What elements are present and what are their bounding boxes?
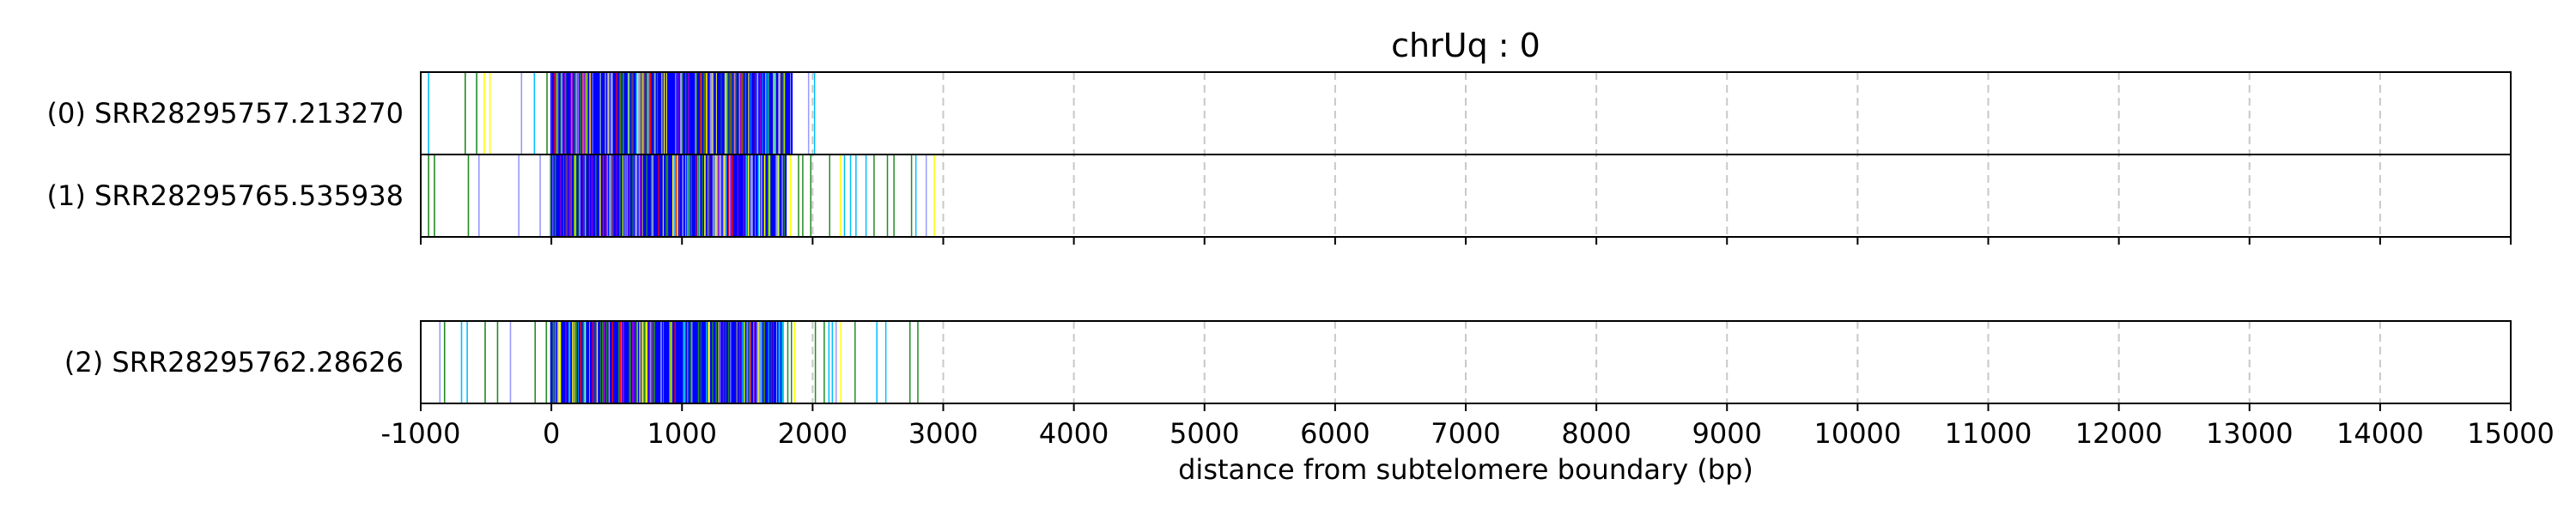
x-axis-label: distance from subtelomere boundary (bp): [1178, 453, 1753, 486]
row-labels: (0) SRR28295757.213270 (1) SRR28295765.53…: [47, 97, 404, 379]
x-axis-ticks: -1000 0 1000 2000 3000 4000 5000 6000 7000 8000 90…: [381, 417, 2555, 450]
read-label-2: (2) SRR28295762.28626: [64, 346, 404, 379]
read-label-0: (0) SRR28295757.213270: [47, 97, 404, 130]
x-tick-label-14: 13000: [2206, 417, 2293, 450]
x-tick-label-8: 7000: [1431, 417, 1500, 450]
panel-1: [420, 320, 2512, 411]
x-tick-label-0: -1000: [381, 417, 461, 450]
x-tick-label-5: 4000: [1039, 417, 1109, 450]
x-tick-label-1: 0: [543, 417, 560, 450]
read-row-1: [428, 154, 935, 237]
x-tick-label-10: 9000: [1692, 417, 1762, 450]
read-label-1: (1) SRR28295765.535938: [47, 179, 404, 212]
x-tick-label-6: 5000: [1170, 417, 1239, 450]
panel-0: [420, 71, 2512, 245]
x-tick-label-4: 3000: [908, 417, 978, 450]
x-tick-label-12: 11000: [1945, 417, 2032, 450]
read-row-2: [439, 321, 919, 403]
x-tick-label-15: 14000: [2336, 417, 2424, 450]
x-tick-label-16: 15000: [2467, 417, 2555, 450]
x-tick-label-2: 1000: [647, 417, 717, 450]
x-tick-label-9: 8000: [1561, 417, 1631, 450]
chart-title: chrUq : 0: [1391, 27, 1540, 64]
read-row-0: [428, 72, 816, 154]
x-tick-label-7: 6000: [1300, 417, 1370, 450]
x-tick-label-11: 10000: [1814, 417, 1901, 450]
x-tick-label-13: 12000: [2075, 417, 2163, 450]
x-tick-label-3: 2000: [778, 417, 848, 450]
